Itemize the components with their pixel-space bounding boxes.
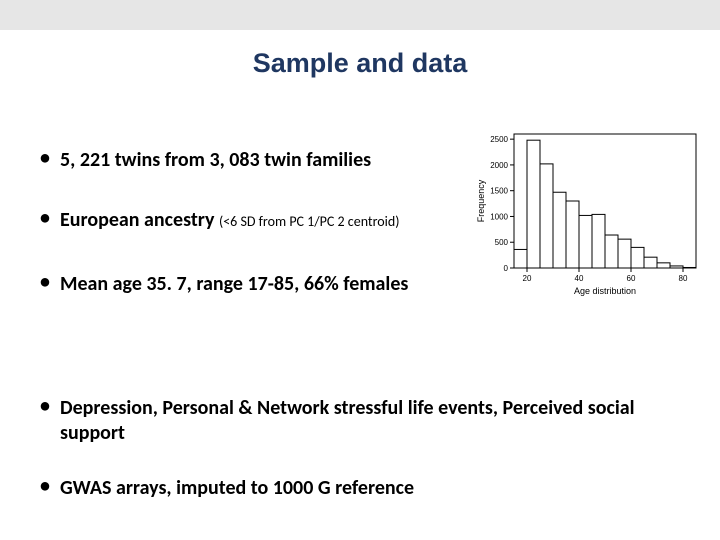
slide-title: Sample and data	[0, 48, 720, 79]
svg-text:20: 20	[523, 274, 532, 283]
svg-text:40: 40	[575, 274, 584, 283]
svg-text:Frequency: Frequency	[476, 179, 486, 222]
svg-text:Age distribution: Age distribution	[574, 286, 636, 296]
svg-text:500: 500	[495, 238, 509, 247]
bullet-2-sub: (<6 SD from PC 1/PC 2 centroid)	[219, 213, 400, 230]
svg-text:1000: 1000	[490, 212, 508, 221]
bullet-4: Depression, Personal & Network stressful…	[38, 396, 678, 446]
bullet-2-text: European ancestry	[60, 208, 219, 232]
bullet-3-text: Mean age 35. 7, range 17-85, 66% females	[60, 272, 408, 296]
header-bar	[0, 0, 720, 30]
bullet-1-text: 5, 221 twins from 3, 083 twin families	[60, 148, 371, 172]
svg-text:2000: 2000	[490, 161, 508, 170]
svg-text:60: 60	[627, 274, 636, 283]
svg-text:2500: 2500	[490, 135, 508, 144]
age-histogram: 20 40 60 80 0 500 1000 1500 2000 2500 Age distribu…	[472, 128, 702, 298]
slide: Sample and data 5, 221 twins from 3, 083…	[0, 0, 720, 540]
svg-text:0: 0	[504, 264, 509, 273]
bullet-5: GWAS arrays, imputed to 1000 G reference	[38, 476, 678, 500]
svg-text:1500: 1500	[490, 187, 508, 196]
bullet-5-text: GWAS arrays, imputed to 1000 G reference	[60, 476, 414, 500]
bullet-4-text: Depression, Personal & Network stressful…	[60, 396, 635, 445]
svg-text:80: 80	[679, 274, 688, 283]
